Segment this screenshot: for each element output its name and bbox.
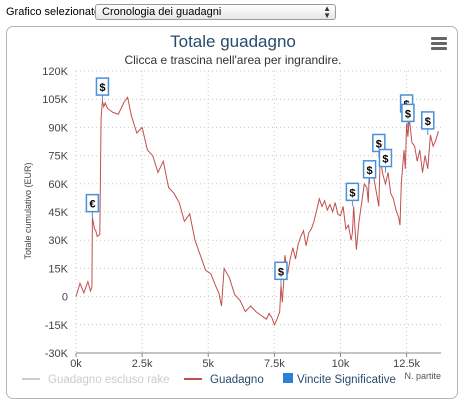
legend-item-2[interactable]: Vincite Significative bbox=[283, 373, 396, 386]
flag-label: $ bbox=[349, 187, 355, 199]
flag-label: $ bbox=[405, 108, 411, 120]
chart-flags: €$$$$$$$$$ bbox=[85, 77, 435, 286]
significant-win-flag[interactable]: $ bbox=[378, 148, 393, 173]
series-line-guadagno bbox=[75, 96, 439, 327]
x-tick-label: 7.5k bbox=[264, 358, 285, 370]
legend-item-1[interactable]: Guadagno bbox=[184, 374, 264, 386]
chevron-updown-icon: ▲ ▼ bbox=[323, 4, 331, 20]
x-tick-label: 0k bbox=[70, 358, 82, 370]
flag-label: $ bbox=[382, 154, 388, 166]
chart-subtitle: Clicca e trascina nell'area per ingrandi… bbox=[124, 53, 341, 67]
y-tick-label: 105K bbox=[42, 94, 68, 106]
y-tick-label: -15K bbox=[45, 320, 69, 332]
chart-title: Totale guadagno bbox=[170, 32, 296, 51]
y-tick-label: 30K bbox=[48, 235, 68, 247]
flag-label: $ bbox=[278, 266, 284, 278]
flag-label: $ bbox=[425, 116, 431, 128]
significant-win-flag[interactable]: $ bbox=[95, 77, 110, 102]
significant-win-flag[interactable]: $ bbox=[274, 261, 288, 286]
y-tick-label: -30K bbox=[45, 348, 69, 360]
x-tick-label: 5k bbox=[202, 358, 214, 370]
significant-win-flag[interactable]: $ bbox=[362, 160, 377, 184]
x-tick-label: 12.5k bbox=[393, 358, 420, 370]
chart-series bbox=[75, 96, 439, 327]
significant-win-flag[interactable]: € bbox=[85, 193, 100, 218]
y-tick-label: 45K bbox=[48, 207, 68, 219]
flag-label: $ bbox=[99, 82, 105, 94]
flag-label: $ bbox=[367, 165, 373, 177]
legend-item-0[interactable]: Guadagno escluso rake bbox=[22, 374, 169, 386]
y-tick-label: 75K bbox=[48, 151, 68, 163]
hamburger-menu-icon[interactable] bbox=[431, 37, 447, 51]
x-axis-label: N. partite bbox=[404, 371, 441, 381]
legend-label: Guadagno bbox=[210, 374, 264, 386]
y-axis-ticks: -30K -15K 0 15K 30K 45K 60K 75K 90K 105K 120K bbox=[42, 66, 68, 360]
x-axis-ticks: 0k 2.5k 5k 7.5k 10k 12.5k bbox=[70, 352, 441, 370]
y-axis-label: Totale cumulativo (EUR) bbox=[23, 162, 33, 259]
significant-win-flag[interactable]: $ bbox=[421, 111, 435, 135]
y-tick-label: 120K bbox=[42, 66, 68, 78]
x-tick-label: 10k bbox=[332, 358, 350, 370]
y-tick-label: 0 bbox=[62, 292, 68, 304]
y-tick-label: 90K bbox=[48, 122, 68, 134]
x-tick-label: 2.5k bbox=[132, 358, 153, 370]
y-tick-label: 15K bbox=[48, 263, 68, 275]
chart-selector-value: Cronologia dei guadagni bbox=[102, 6, 222, 18]
legend-label: Guadagno escluso rake bbox=[48, 374, 169, 386]
chart-selector-dropdown[interactable]: Cronologia dei guadagni ▲ ▼ bbox=[95, 4, 336, 20]
chart-legend: Guadagno escluso rake Guadagno Vincite Sig… bbox=[22, 373, 396, 386]
y-tick-label: 60K bbox=[48, 179, 68, 191]
flag-label: € bbox=[89, 199, 95, 211]
chart-selector-bar: Grafico selezionato Cronologia dei guada… bbox=[0, 0, 467, 26]
significant-win-flag[interactable]: $ bbox=[345, 182, 360, 207]
significant-win-flag[interactable]: $ bbox=[401, 103, 415, 128]
legend-label: Vincite Significative bbox=[297, 374, 396, 386]
flag-label: $ bbox=[376, 138, 382, 150]
chart-selector-label: Grafico selezionato bbox=[6, 6, 101, 18]
